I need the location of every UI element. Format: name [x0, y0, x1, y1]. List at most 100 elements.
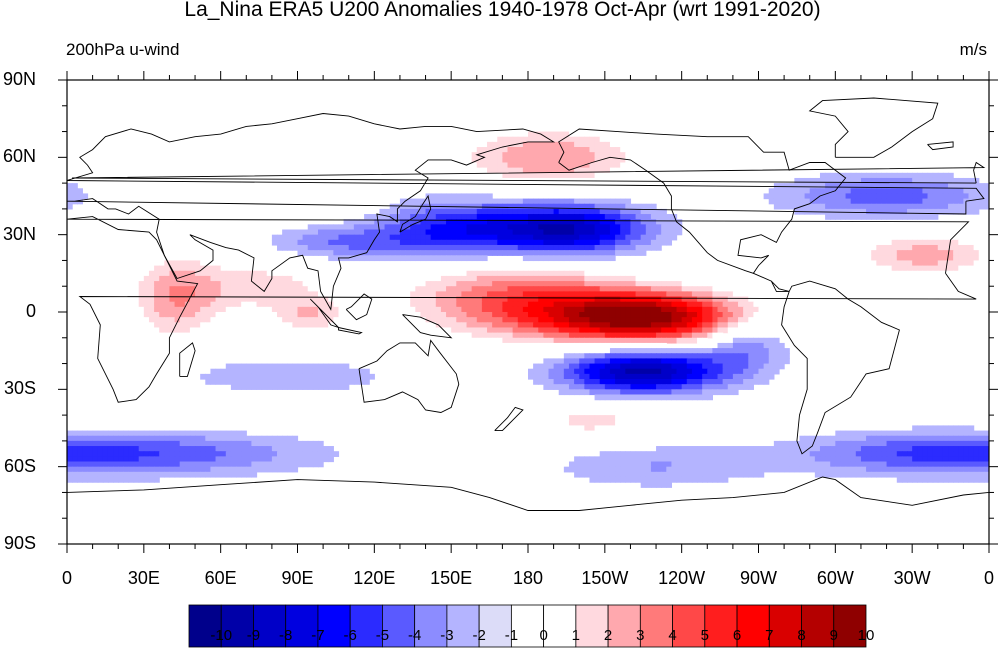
anomaly-cell — [712, 389, 719, 396]
anomaly-cell — [661, 286, 667, 292]
anomaly-cell — [487, 131, 493, 138]
anomaly-cell — [271, 291, 278, 298]
anomaly-cell — [599, 136, 606, 143]
anomaly-cell — [374, 312, 381, 318]
anomaly-cell — [855, 198, 862, 205]
anomaly-cell — [528, 214, 534, 220]
anomaly-cell — [184, 332, 191, 339]
anomaly-cell — [917, 188, 924, 195]
anomaly-cell — [630, 291, 637, 298]
anomaly-cell — [691, 363, 698, 370]
anomaly-cell — [517, 172, 524, 179]
anomaly-cell — [901, 100, 908, 107]
anomaly-cell — [220, 270, 227, 277]
anomaly-cell — [297, 301, 304, 308]
anomaly-cell — [907, 250, 913, 256]
anomaly-cell — [948, 451, 954, 457]
anomaly-cell — [461, 208, 468, 215]
anomaly-cell — [881, 131, 888, 138]
anomaly-cell — [763, 342, 770, 349]
anomaly-cell — [594, 219, 601, 225]
anomaly-cell — [148, 446, 155, 452]
anomaly-cell — [702, 306, 708, 313]
anomaly-cell — [948, 234, 954, 241]
anomaly-cell — [671, 353, 678, 359]
anomaly-cell — [860, 440, 867, 447]
anomaly-cell — [517, 286, 524, 292]
anomaly-cell — [599, 384, 606, 390]
anomaly-cell — [625, 141, 632, 148]
anomaly-cell — [220, 322, 227, 329]
anomaly-cell — [169, 332, 176, 339]
anomaly-cell — [461, 152, 468, 158]
anomaly-cell — [481, 281, 488, 287]
anomaly-cell — [886, 270, 893, 277]
anomaly-cell — [369, 250, 375, 256]
anomaly-cell — [328, 281, 334, 287]
anomaly-cell — [635, 379, 642, 385]
anomaly-cell — [487, 198, 493, 205]
anomaly-cell — [471, 157, 478, 164]
anomaly-cell — [907, 121, 913, 127]
anomaly-cell — [635, 147, 642, 153]
anomaly-cell — [410, 198, 416, 205]
anomaly-cell — [405, 322, 411, 329]
anomaly-cell — [579, 317, 585, 323]
anomaly-cell — [563, 384, 570, 390]
anomaly-cell — [353, 239, 360, 246]
anomaly-cell — [174, 250, 181, 256]
anomaly-cell — [307, 244, 314, 251]
anomaly-cell — [492, 337, 498, 344]
anomaly-cell — [630, 348, 637, 354]
anomaly-cell — [348, 286, 355, 292]
anomaly-cell — [538, 342, 544, 349]
anomaly-cell — [225, 409, 232, 416]
anomaly-cell — [635, 348, 642, 354]
anomaly-cell — [287, 446, 293, 452]
anomaly-cell — [640, 270, 647, 277]
anomaly-cell — [604, 306, 611, 313]
anomaly-cell — [983, 188, 989, 195]
anomaly-cell — [522, 219, 529, 225]
anomaly-cell — [942, 265, 949, 272]
anomaly-cell — [553, 286, 560, 292]
anomaly-cell — [410, 214, 416, 220]
anomaly-cell — [548, 270, 555, 277]
anomaly-cell — [174, 301, 181, 308]
anomaly-cell — [661, 337, 667, 344]
anomaly-cell — [599, 224, 606, 231]
anomaly-cell — [102, 435, 109, 442]
anomaly-cell — [338, 281, 345, 287]
anomaly-cell — [625, 152, 632, 158]
anomaly-cell — [364, 286, 370, 292]
anomaly-cell — [901, 110, 908, 117]
anomaly-cell — [609, 157, 616, 164]
anomaly-cell — [948, 270, 954, 277]
anomaly-cell — [717, 286, 724, 292]
anomaly-cell — [302, 208, 309, 215]
anomaly-cell — [195, 265, 201, 272]
anomaly-cell — [656, 451, 662, 457]
anomaly-cell — [958, 435, 964, 442]
anomaly-cell — [738, 296, 744, 303]
anomaly-cell — [154, 332, 160, 339]
anomaly-cell — [907, 430, 913, 437]
anomaly-cell — [522, 312, 529, 318]
anomaly-cell — [282, 281, 288, 287]
anomaly-cell — [364, 379, 370, 385]
anomaly-cell — [609, 389, 616, 396]
anomaly-cell — [497, 172, 503, 179]
anomaly-cell — [860, 255, 867, 262]
anomaly-cell — [256, 275, 263, 282]
anomaly-cell — [394, 275, 401, 282]
anomaly-cell — [271, 234, 278, 241]
anomaly-cell — [743, 358, 749, 365]
anomaly-cell — [738, 353, 744, 359]
anomaly-cell — [543, 172, 550, 179]
anomaly-cell — [415, 255, 422, 262]
anomaly-cell — [317, 368, 324, 375]
anomaly-cell — [317, 332, 324, 339]
anomaly-cell — [609, 270, 616, 277]
anomaly-cell — [220, 435, 227, 442]
anomaly-cell — [348, 301, 355, 308]
